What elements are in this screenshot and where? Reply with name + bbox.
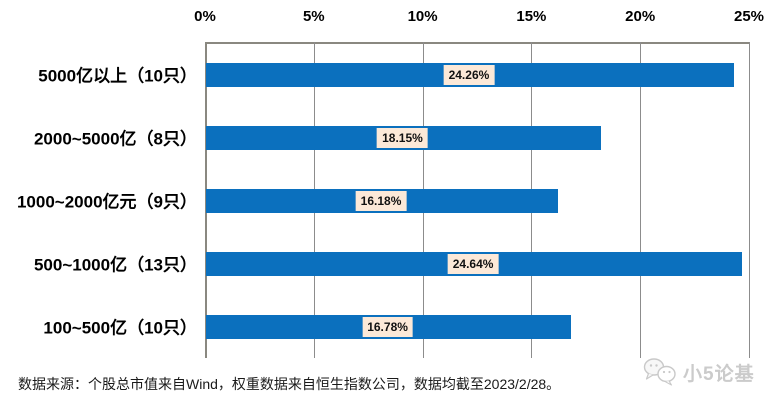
gridline (640, 42, 642, 358)
plot-top-border (205, 42, 749, 44)
x-axis-tick-label: 15% (516, 8, 547, 25)
bar-value-label: 24.64% (447, 254, 499, 275)
gridline (749, 42, 750, 358)
category-label: 1000~2000亿元（9只） (16, 192, 197, 212)
x-axis-tick-label: 0% (194, 8, 216, 25)
x-axis-tick-label: 25% (733, 8, 765, 25)
wechat-chat-bubbles-icon (643, 358, 676, 386)
bar-value-label: 18.15% (377, 127, 428, 148)
watermark: 小5论基 (643, 357, 755, 387)
x-axis-tick-label: 20% (625, 8, 656, 25)
category-label: 500~1000亿（13只） (33, 255, 197, 275)
x-axis-tick-label: 5% (302, 8, 325, 25)
category-label: 5000亿以上（10只） (38, 66, 197, 86)
category-label: 2000~5000亿（8只） (33, 129, 197, 149)
watermark-text: 小5论基 (683, 363, 755, 385)
category-label: 100~500亿（10只） (43, 318, 197, 338)
x-axis-tick-label: 10% (407, 8, 438, 25)
bar-value-label: 24.26% (443, 64, 495, 85)
source-note: 数据来源：个股总市值来自Wind，权重数据来自恒生指数公司，数据均截至2023/… (18, 376, 561, 392)
bar-value-label: 16.18% (355, 191, 407, 211)
bar-value-label: 16.78% (362, 317, 413, 338)
